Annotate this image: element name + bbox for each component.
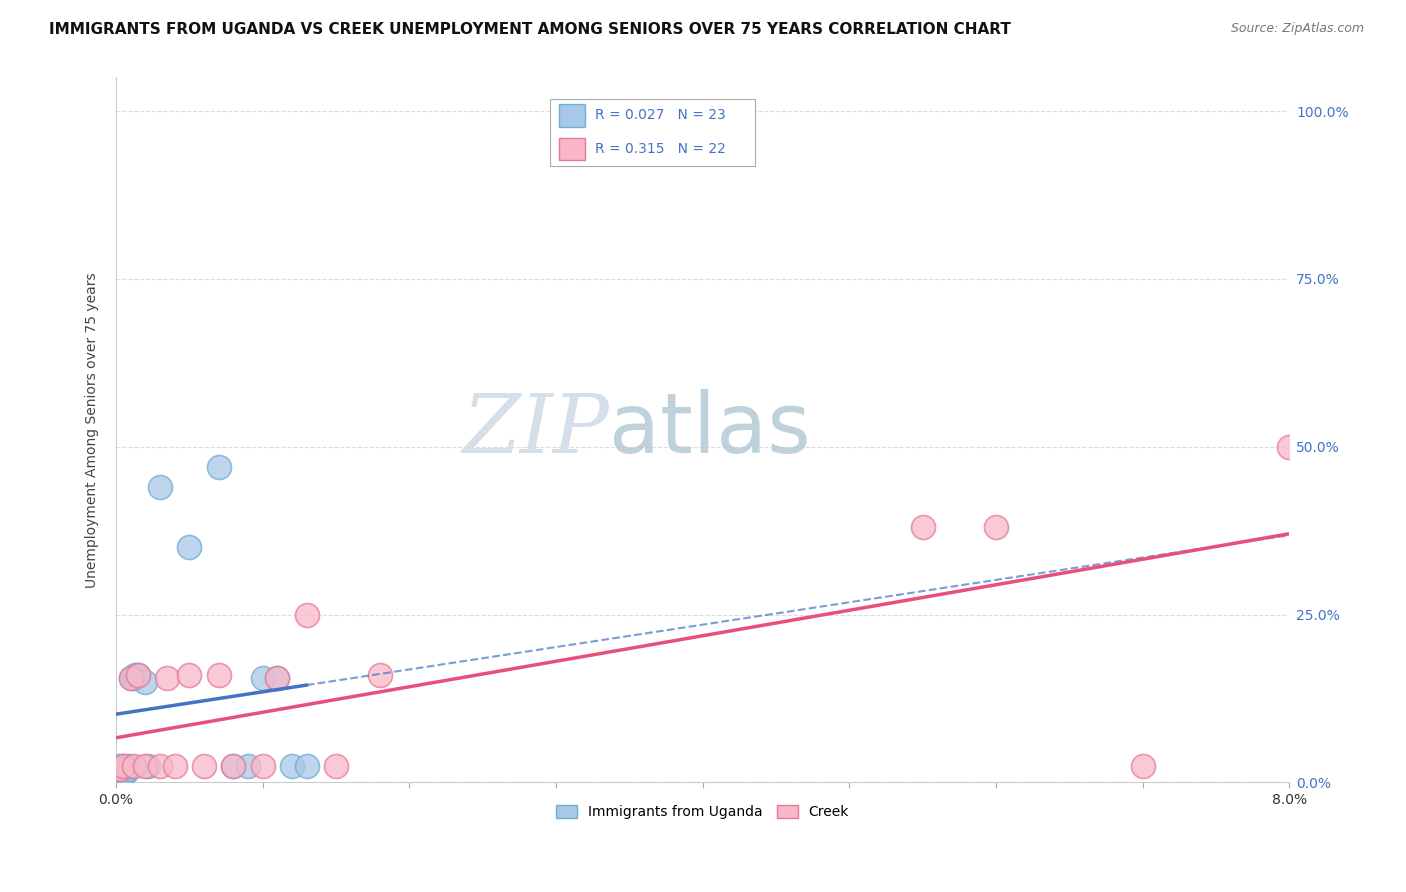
Point <box>136 758 159 772</box>
Point <box>134 758 156 772</box>
Point <box>118 758 141 772</box>
Point <box>222 758 245 772</box>
Point <box>295 607 318 622</box>
Text: IMMIGRANTS FROM UGANDA VS CREEK UNEMPLOYMENT AMONG SENIORS OVER 75 YEARS CORRELA: IMMIGRANTS FROM UGANDA VS CREEK UNEMPLOY… <box>49 22 1011 37</box>
FancyBboxPatch shape <box>560 104 585 127</box>
Point <box>114 765 136 780</box>
FancyBboxPatch shape <box>550 99 755 166</box>
Point <box>1278 440 1301 454</box>
Point <box>911 520 934 534</box>
Point <box>325 758 347 772</box>
Point <box>115 765 138 780</box>
Point <box>266 671 288 685</box>
Point <box>222 758 245 772</box>
Point <box>1132 758 1154 772</box>
Point <box>120 671 142 685</box>
Point <box>193 758 215 772</box>
Legend: Immigrants from Uganda, Creek: Immigrants from Uganda, Creek <box>551 799 855 825</box>
Point <box>207 668 229 682</box>
Point <box>266 671 288 685</box>
Point <box>163 758 186 772</box>
Point <box>122 671 145 685</box>
Point <box>110 762 132 776</box>
Text: Source: ZipAtlas.com: Source: ZipAtlas.com <box>1230 22 1364 36</box>
Point <box>110 762 132 776</box>
Point <box>127 668 149 682</box>
Point <box>984 520 1007 534</box>
Point <box>149 758 172 772</box>
Point <box>124 668 146 682</box>
Point <box>149 480 172 494</box>
Point <box>179 541 201 555</box>
Point <box>252 758 274 772</box>
FancyBboxPatch shape <box>560 137 585 160</box>
Point <box>281 758 304 772</box>
Text: ZIP: ZIP <box>461 390 609 470</box>
Point <box>108 758 131 772</box>
Point <box>252 671 274 685</box>
Text: atlas: atlas <box>609 390 810 470</box>
Text: R = 0.315   N = 22: R = 0.315 N = 22 <box>595 142 725 156</box>
Point <box>236 758 259 772</box>
Point <box>134 674 156 689</box>
Point <box>207 459 229 474</box>
Text: R = 0.027   N = 23: R = 0.027 N = 23 <box>595 108 725 122</box>
Point <box>112 758 135 772</box>
Point <box>112 758 135 772</box>
Y-axis label: Unemployment Among Seniors over 75 years: Unemployment Among Seniors over 75 years <box>86 272 100 588</box>
Point <box>179 668 201 682</box>
Point <box>122 758 145 772</box>
Point <box>295 758 318 772</box>
Point <box>156 671 179 685</box>
Point <box>120 671 142 685</box>
Point <box>111 762 134 776</box>
Point <box>368 668 391 682</box>
Point <box>117 762 139 776</box>
Point <box>127 668 149 682</box>
